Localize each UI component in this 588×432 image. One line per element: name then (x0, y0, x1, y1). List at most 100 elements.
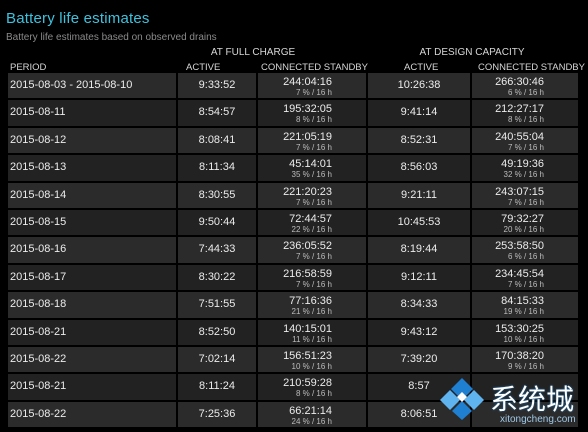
full-active-value: 8:08:41 (198, 133, 236, 146)
design-active-value: 9:12:11 (401, 270, 437, 283)
full-active-cell: 8:08:41 (178, 127, 256, 154)
full-standby-drain: 24 % / 16 h (291, 416, 332, 426)
design-active-cell: 8:57 (368, 374, 470, 400)
design-standby-value: 79:32:27 (501, 212, 544, 225)
design-active-value: 8:19:44 (400, 243, 438, 256)
full-active-value: 8:11:34 (199, 161, 235, 174)
table-row: 2015-08-22 7:25:36 66:21:14 24 % / 16 h 8:06… (8, 401, 580, 429)
column-header-design-active: ACTIVE (404, 62, 439, 73)
full-standby-cell: 236:05:52 7 % / 16 h (258, 237, 366, 263)
table-row: 2015-08-14 8:30:55 221:20:23 7 % / 16 h 9:21… (8, 182, 580, 210)
full-active-cell: 8:54:57 (178, 100, 256, 126)
full-active-cell: 8:52:50 (178, 319, 256, 345)
design-standby-cell: 253:58:50 6 % / 16 h (472, 237, 578, 263)
period-value: 2015-08-12 (10, 133, 67, 146)
period-cell: 2015-08-03 - 2015-08-10 (8, 73, 176, 99)
full-active-value: 8:30:22 (198, 270, 236, 283)
design-active-value: 8:56:03 (400, 161, 438, 174)
table-row: 2015-08-12 8:08:41 221:05:19 7 % / 16 h 8:52… (8, 127, 580, 155)
full-active-value: 8:52:50 (198, 325, 236, 338)
full-standby-drain: 8 % / 16 h (295, 389, 332, 399)
full-active-cell: 7:44:33 (178, 237, 256, 263)
full-standby-value: 221:20:23 (283, 185, 332, 198)
table-row: 2015-08-16 7:44:33 236:05:52 7 % / 16 h 8:19… (8, 237, 580, 264)
design-active-value: 8:52:31 (400, 133, 438, 146)
full-standby-value: 210:59:28 (283, 377, 332, 390)
design-standby-drain: 6 % / 16 h (507, 88, 544, 97)
full-active-value: 8:11:24 (199, 380, 235, 393)
design-standby-value: 240:55:04 (495, 130, 544, 143)
full-standby-drain: 22 % / 16 h (291, 224, 332, 234)
design-standby-drain: 6 % / 16 h (507, 252, 544, 262)
design-active-cell: 8:19:44 (368, 237, 470, 263)
full-standby-cell: 77:16:36 21 % / 16 h (258, 292, 366, 318)
full-active-value: 8:30:55 (198, 188, 236, 201)
table-row: 2015-08-13 8:11:34 45:14:01 35 % / 16 h 8:56… (8, 155, 580, 182)
full-standby-drain: 8 % / 16 h (295, 115, 332, 125)
battery-estimates-table: 2015-08-03 - 2015-08-10 9:33:52 244:04:16 7… (8, 73, 580, 429)
full-standby-drain: 7 % / 16 h (295, 88, 332, 97)
full-standby-drain: 7 % / 16 h (295, 252, 332, 262)
period-value: 2015-08-14 (10, 188, 67, 201)
period-value: 2015-08-16 (10, 243, 67, 256)
full-active-value: 7:25:36 (198, 407, 236, 420)
period-cell: 2015-08-16 (8, 237, 176, 263)
design-standby-cell: 234:45:54 7 % / 16 h (472, 264, 578, 291)
design-standby-value: 253:58:50 (495, 240, 544, 253)
design-standby-cell: 84:15:33 19 % / 16 h (472, 292, 578, 318)
period-cell: 2015-08-15 (8, 209, 176, 236)
design-active-value: 9:21:11 (401, 188, 437, 201)
design-active-cell: 9:41:14 (368, 100, 470, 126)
full-active-cell: 8:11:24 (178, 374, 256, 400)
period-cell: 2015-08-21 (8, 319, 176, 345)
watermark: 系统城 xitongcheng.com (430, 372, 588, 432)
full-standby-value: 140:15:01 (283, 322, 332, 335)
column-header-full-standby: CONNECTED STANDBY (261, 62, 368, 73)
design-standby-value: 49:19:36 (501, 158, 544, 171)
full-standby-cell: 244:04:16 7 % / 16 h (258, 73, 366, 99)
design-standby-value: 84:15:33 (501, 295, 544, 308)
table-row: 2015-08-17 8:30:22 216:58:59 7 % / 16 h 9:12… (8, 264, 580, 292)
full-active-value: 7:44:33 (198, 243, 236, 256)
full-active-cell: 9:50:44 (178, 209, 256, 236)
design-standby-value: 266:30:46 (495, 76, 544, 88)
full-standby-value: 156:51:23 (283, 349, 332, 362)
design-standby-cell: 49:19:36 32 % / 16 h (472, 155, 578, 181)
column-header-full-active: ACTIVE (186, 62, 221, 73)
design-standby-cell: 79:32:27 20 % / 16 h (472, 209, 578, 236)
full-standby-value: 244:04:16 (283, 76, 332, 88)
design-standby-value: 212:27:17 (495, 103, 544, 116)
period-cell: 2015-08-13 (8, 155, 176, 181)
full-standby-value: 216:58:59 (283, 267, 332, 280)
table-row: 2015-08-22 7:02:14 156:51:23 10 % / 16 h 7:3… (8, 346, 580, 374)
full-standby-value: 45:14:01 (289, 158, 332, 171)
full-standby-cell: 156:51:23 10 % / 16 h (258, 346, 366, 373)
design-standby-drain: 10 % / 16 h (503, 334, 544, 344)
design-standby-drain: 32 % / 16 h (503, 170, 544, 180)
full-standby-drain: 7 % / 16 h (295, 142, 332, 152)
full-standby-value: 195:32:05 (283, 103, 332, 116)
watermark-text: 系统城 (490, 383, 575, 416)
watermark-url: xitongcheng.com (500, 414, 576, 425)
design-standby-drain: 7 % / 16 h (507, 142, 544, 152)
full-standby-cell: 45:14:01 35 % / 16 h (258, 155, 366, 181)
period-value: 2015-08-21 (10, 380, 67, 393)
full-active-value: 7:51:55 (198, 298, 236, 311)
full-standby-cell: 216:58:59 7 % / 16 h (258, 264, 366, 291)
design-active-value: 9:43:12 (400, 325, 438, 338)
full-active-cell: 7:02:14 (178, 346, 256, 373)
full-standby-cell: 221:20:23 7 % / 16 h (258, 182, 366, 208)
full-standby-drain: 11 % / 16 h (292, 334, 332, 344)
design-standby-value: 153:30:25 (495, 322, 544, 335)
full-active-cell: 7:25:36 (178, 401, 256, 428)
group-header-full-charge: AT FULL CHARGE (210, 47, 296, 58)
table-row: 2015-08-11 8:54:57 195:32:05 8 % / 16 h 9:41… (8, 100, 580, 127)
full-standby-value: 77:16:36 (289, 295, 332, 308)
design-standby-value: 243:07:15 (495, 185, 544, 198)
design-standby-value: 170:38:20 (495, 349, 544, 362)
design-standby-cell (472, 401, 578, 428)
design-active-cell: 10:26:38 (368, 73, 470, 99)
column-header-design-standby: CONNECTED STANDBY (478, 62, 585, 73)
full-standby-cell: 72:44:57 22 % / 16 h (258, 209, 366, 236)
full-standby-cell: 140:15:01 11 % / 16 h (258, 319, 366, 345)
